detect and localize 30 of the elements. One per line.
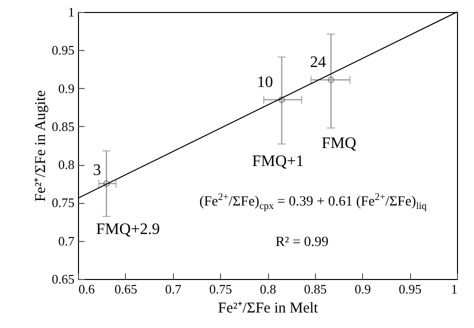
x-tick-label: 0.85: [304, 282, 327, 296]
annotation: FMQ+2.9: [96, 221, 160, 239]
x-tick-label: 0.75: [209, 282, 232, 296]
annotation: 3: [93, 162, 101, 180]
x-tick-label: 0.6: [78, 282, 96, 296]
y-axis-title: Fe²⁺/ΣFe in Augite: [32, 90, 49, 202]
x-tick-label: 0.7: [165, 282, 182, 296]
y-tick-label: 0.85: [52, 118, 74, 134]
annotation: 10: [257, 74, 273, 92]
y-tick-label: 0.65: [52, 272, 74, 286]
annotation: FMQ: [322, 135, 356, 153]
x-tick-label: 0.9: [354, 282, 371, 296]
point: [328, 76, 334, 84]
point: [103, 180, 110, 187]
y-tick-label: 0.75: [52, 195, 74, 210]
x-tick-label: 0.95: [398, 282, 422, 296]
point: [278, 96, 285, 103]
x-tick-label: 0.65: [114, 282, 138, 296]
x-tick-label: 0.8: [260, 282, 276, 296]
x-tick-label: 1: [451, 282, 458, 296]
y-tick-label: 0.95: [52, 42, 74, 58]
y-tick-label: 0.8: [58, 157, 74, 172]
y-tick-label: 0.7: [58, 233, 75, 248]
annotation: FMQ+1: [252, 153, 304, 171]
annotation: 24: [310, 54, 326, 72]
annotation: (Fe$^{2+}$/ΣFe)$_{cpx}$ = 0.39 + 0.61 (Fe$^{2+}$/ΣFe)$_{liq}$: [199, 192, 427, 212]
y-tick-label: 0.9: [58, 80, 74, 96]
y-tick-label: 1: [68, 4, 74, 20]
x-axis-title: Fe²⁺/ΣFe in Melt: [218, 300, 319, 316]
annotation: R² = 0.99: [276, 235, 328, 251]
